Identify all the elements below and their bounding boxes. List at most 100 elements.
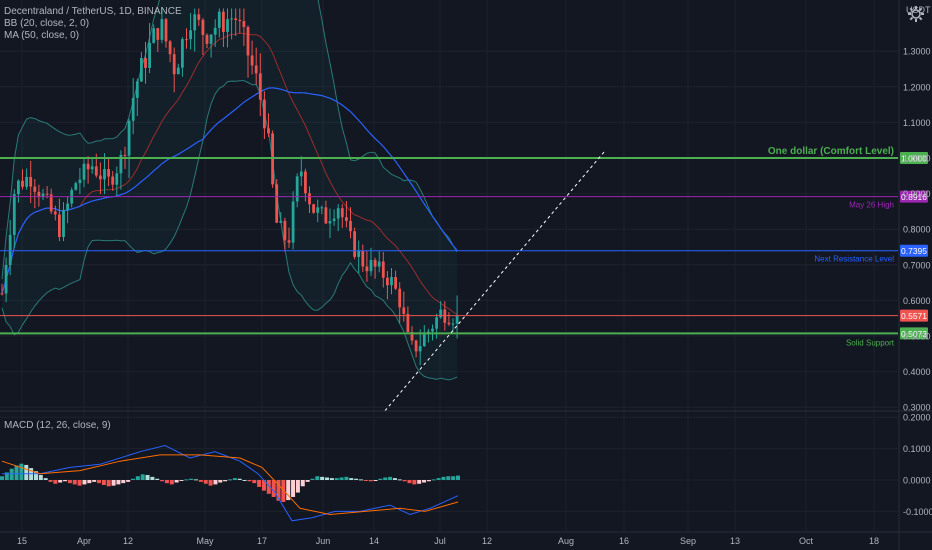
- macd-histogram-bar: [392, 478, 397, 480]
- candle-body: [279, 220, 283, 223]
- bb-legend[interactable]: BB (20, close, 2, 0): [4, 18, 90, 29]
- settings-icon[interactable]: [906, 4, 926, 24]
- candle-body: [152, 28, 156, 43]
- macd-histogram-bar: [43, 478, 48, 480]
- candle-body: [295, 176, 299, 202]
- price-tick-label: 0.5000: [903, 332, 931, 342]
- support-trendline: [384, 150, 606, 412]
- macd-histogram-bar: [130, 478, 135, 480]
- ma-legend[interactable]: MA (50, close, 0): [4, 30, 80, 41]
- macd-histogram-bar: [223, 480, 228, 482]
- symbol-legend[interactable]: Decentraland / TetherUS, 1D, BINANCE: [4, 6, 182, 17]
- price-tick-label: 0.6000: [903, 296, 931, 306]
- candle-body: [230, 18, 233, 20]
- candle-body: [418, 346, 422, 352]
- candle-body: [234, 18, 238, 20]
- macd-histogram-bar: [106, 480, 111, 487]
- time-tick-label: Aug: [558, 536, 574, 546]
- macd-histogram-bar: [349, 478, 354, 480]
- candle-body: [135, 81, 139, 98]
- time-tick-label: 12: [123, 536, 133, 546]
- candle-body: [226, 19, 229, 32]
- candle-body: [29, 176, 33, 187]
- macd-histogram-bar: [101, 480, 106, 486]
- candle-body: [37, 191, 41, 198]
- candle-body: [254, 65, 258, 74]
- level-price-tag: [900, 244, 928, 257]
- macd-histogram-bar: [72, 480, 77, 485]
- macd-tick-label: 0.1000: [903, 444, 931, 454]
- candle-body: [316, 207, 320, 213]
- macd-histogram-bar: [334, 478, 339, 480]
- candle-body: [131, 97, 135, 121]
- trendline[interactable]: [384, 150, 606, 412]
- macd-histogram-bar: [397, 479, 402, 481]
- candle-body: [447, 322, 451, 325]
- candle-body: [349, 220, 352, 232]
- macd-histogram-bar: [169, 480, 174, 485]
- candle-body: [365, 266, 369, 272]
- candle-body: [78, 179, 82, 184]
- candle-body: [390, 277, 393, 286]
- candle-body: [156, 28, 160, 40]
- macd-histogram-bar: [194, 479, 199, 481]
- candle-body: [82, 163, 86, 180]
- macd-histogram-bar: [160, 480, 165, 482]
- macd-histogram-bar: [179, 480, 184, 481]
- candle-body: [381, 261, 385, 278]
- time-tick-label: May: [196, 536, 214, 546]
- candle-body: [361, 250, 365, 267]
- time-tick-label: 16: [619, 536, 629, 546]
- macd-histogram-bar: [320, 476, 325, 480]
- candle-body: [357, 250, 361, 257]
- macd-tick-label: 0.2000: [903, 413, 931, 423]
- macd-histogram-bar: [63, 480, 68, 482]
- macd-histogram-bar: [446, 476, 451, 480]
- candle-body: [8, 234, 12, 266]
- candle-body: [148, 42, 151, 68]
- macd-histogram-bar: [9, 468, 14, 480]
- macd-histogram-bar: [339, 477, 344, 480]
- candle-body: [222, 11, 225, 32]
- macd-histogram-bar: [97, 480, 102, 484]
- candle-body: [107, 169, 110, 177]
- candle-body: [193, 14, 197, 31]
- level-price-tag-text: 0.7395: [901, 246, 927, 256]
- level-price-tag: [900, 190, 928, 203]
- level-label: Next Resistance Level: [814, 255, 894, 264]
- macd-legend[interactable]: MACD (12, 26, close, 9): [4, 420, 111, 431]
- macd-histogram-bar: [126, 480, 131, 482]
- macd-histogram-bar: [378, 478, 383, 480]
- macd-histogram-bar: [247, 480, 252, 482]
- level-price-tag: [900, 327, 928, 340]
- price-tick-label: 0.9000: [903, 189, 931, 199]
- price-tick-label: 1.2000: [903, 82, 931, 92]
- candle-body: [320, 207, 324, 209]
- level-price-tag-text: 0.8916: [901, 192, 927, 202]
- candle-body: [324, 207, 328, 224]
- level-label: Solid Support: [846, 338, 895, 347]
- macd-histogram-bar: [232, 478, 237, 480]
- time-tick-label: Sep: [680, 536, 696, 546]
- candle-body: [53, 211, 57, 215]
- candle-body: [414, 340, 418, 352]
- level-price-tag-text: 1.0000: [901, 154, 927, 164]
- macd-histogram-bar: [281, 480, 286, 502]
- macd-histogram-bar: [53, 480, 58, 484]
- candle-body: [168, 41, 172, 55]
- candle-body: [164, 19, 168, 42]
- macd-pane: [0, 444, 460, 522]
- macd-histogram-bar: [19, 463, 24, 480]
- horizontal-levels[interactable]: One dollar (Comfort Level) 1.0000 May 26 H…: [0, 146, 928, 347]
- macd-histogram-bar: [451, 476, 456, 480]
- macd-histogram-bar: [315, 476, 320, 480]
- price-tick-label: 1.1000: [903, 118, 931, 128]
- candle-body: [386, 277, 389, 286]
- candle-body: [267, 128, 270, 134]
- candle-body: [299, 171, 303, 177]
- macd-histogram-bar: [155, 478, 160, 480]
- macd-histogram-bar: [436, 478, 441, 480]
- macd-histogram-bar: [208, 480, 213, 486]
- price-tick-label: 0.3000: [903, 403, 931, 413]
